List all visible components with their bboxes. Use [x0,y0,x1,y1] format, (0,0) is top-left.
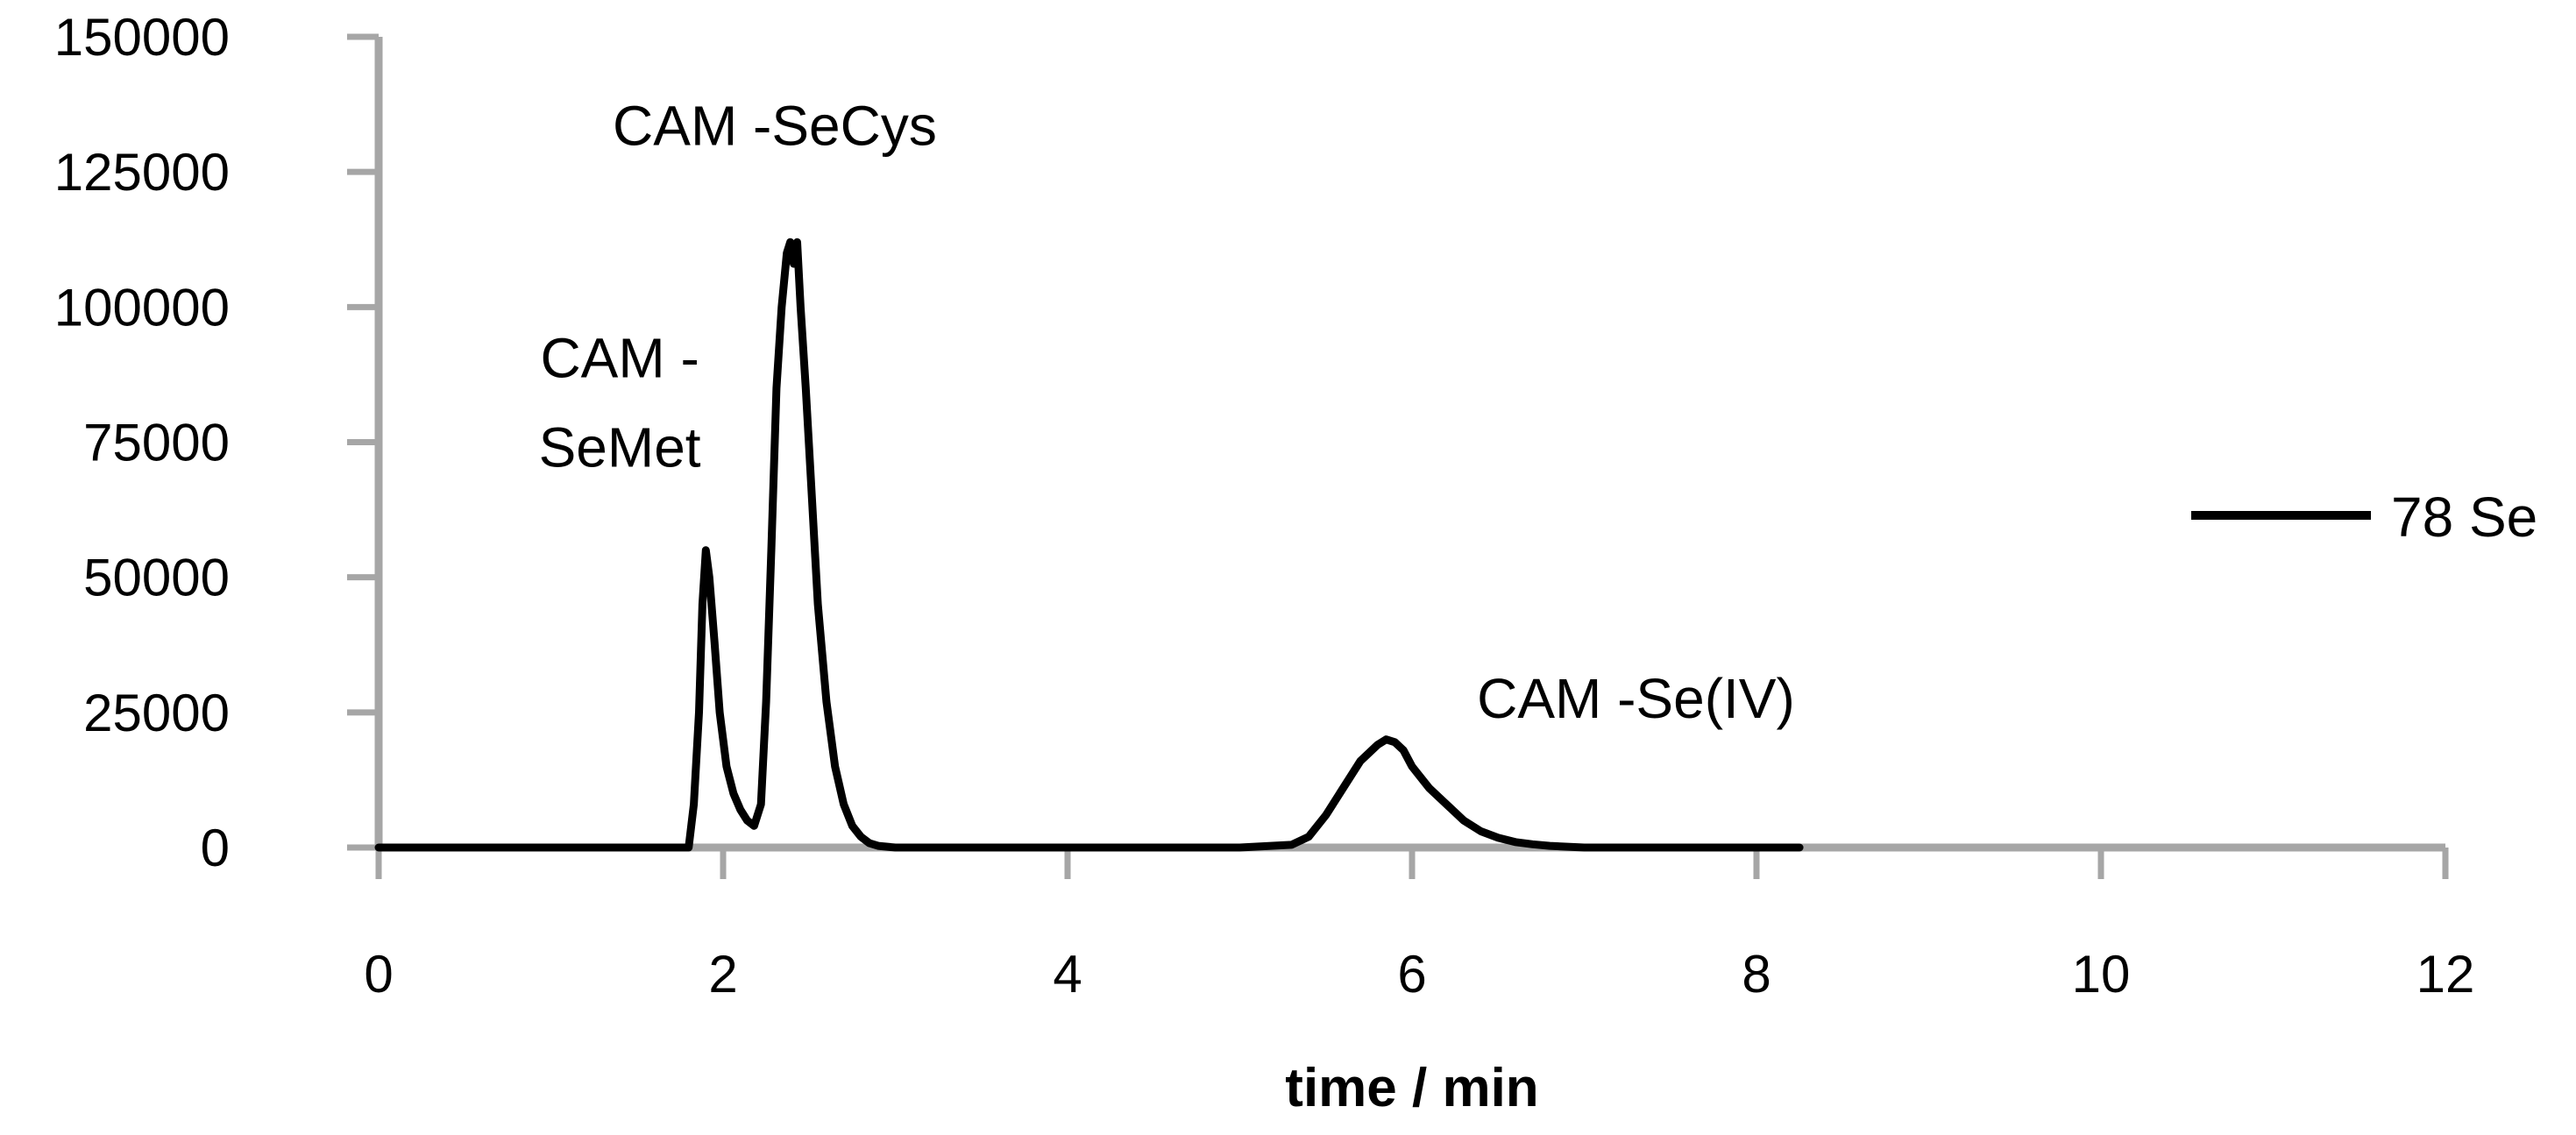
peak-annotations: CAM -SeCys CAM - SeMet CAM -Se(IV) [539,94,1795,730]
y-tick-label: 75000 [83,414,230,472]
peak-annotation: CAM -SeCys [613,94,937,157]
x-tick-label: 12 [2416,945,2475,1004]
peak-annotation: CAM - SeMet [539,327,701,479]
y-tick-labels: 0 25000 50000 75000 100000 125000 150000 [54,8,230,877]
x-tick-label: 8 [1742,945,1771,1004]
y-tick-label: 125000 [54,143,230,202]
peak-annotation-line: CAM -SeCys [613,94,937,157]
series-line-78-se [374,238,1804,852]
x-tick-label: 2 [708,945,737,1004]
y-tick-label: 100000 [54,278,230,337]
x-tick-label: 6 [1397,945,1426,1004]
y-tick-label: 25000 [83,684,230,742]
x-tick-label: 0 [364,945,393,1004]
legend: 78 Se [2191,486,2537,549]
x-tick-label: 10 [2072,945,2131,1004]
legend-entry-label: 78 Se [2391,486,2537,549]
peak-annotation-line: CAM -Se(IV) [1477,667,1795,730]
y-tick-label: 50000 [83,549,230,607]
peak-annotation-line: SeMet [539,416,701,479]
peak-annotation: CAM -Se(IV) [1477,667,1795,730]
y-tick-label: 150000 [54,8,230,67]
x-tick-label: 4 [1053,945,1082,1004]
axes [347,33,2449,879]
x-axis-title: time / min [1285,1058,1538,1118]
x-tick-labels: 0 2 4 6 8 10 12 [364,945,2474,1004]
peak-annotation-line: CAM - [540,327,699,390]
y-tick-label: 0 [201,819,230,877]
